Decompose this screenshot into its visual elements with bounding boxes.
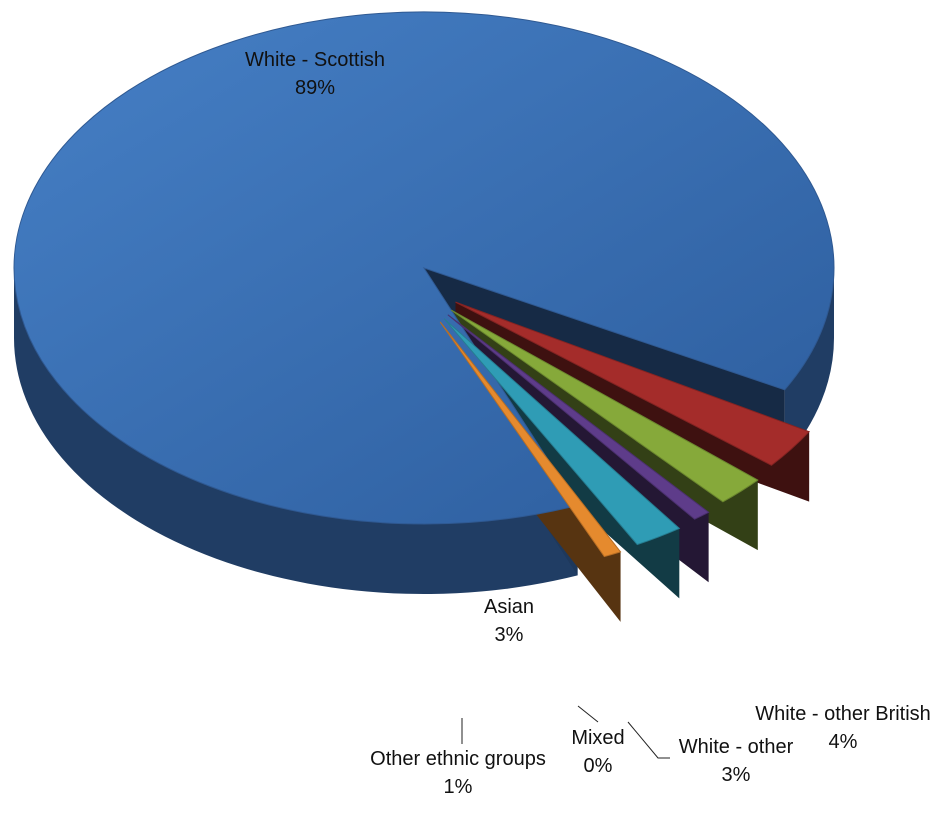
label-white-other-british-value: 4% [828, 731, 858, 753]
label-white-other: White - other 3% [679, 733, 793, 789]
slice-white-scottish [13, 11, 835, 525]
slice-white-other [450, 309, 759, 503]
slice-wall-asian [444, 318, 680, 599]
label-asian: Asian 3% [484, 593, 534, 649]
leader-mixed [577, 705, 599, 723]
label-white-other-british-name: White - other British [755, 703, 931, 725]
label-white-other-name: White - other [678, 736, 794, 758]
label-asian-value: 3% [494, 624, 524, 646]
label-white-other-value: 3% [721, 764, 751, 786]
label-other-ethnic-groups-value: 1% [443, 776, 473, 798]
label-asian-name: Asian [483, 596, 535, 618]
slice-asian [443, 318, 681, 546]
slice-rim-white-scottish-1 [784, 268, 834, 460]
label-mixed: Mixed 0% [571, 724, 624, 780]
slice-wall-white-other-british [455, 302, 810, 502]
slice-white-other-british [455, 301, 811, 466]
slice-rim-white-scottish-0 [14, 268, 578, 594]
label-other-ethnic-groups: Other ethnic groups 1% [370, 745, 546, 801]
slice-mixed [447, 314, 710, 520]
label-mixed-name: Mixed [571, 727, 625, 749]
leader-white-other [627, 721, 670, 759]
label-other-ethnic-groups-name: Other ethnic groups [370, 748, 546, 770]
label-mixed-value: 0% [583, 755, 613, 777]
slice-wall-white-other [451, 310, 758, 551]
label-white-scottish: White - Scottish 89% [245, 46, 385, 102]
label-white-other-british: White - other British 4% [755, 700, 931, 756]
slice-other-ethnic-groups [439, 321, 622, 558]
label-white-scottish-value: 89% [294, 77, 336, 99]
label-white-scottish-name: White - Scottish [244, 49, 386, 71]
